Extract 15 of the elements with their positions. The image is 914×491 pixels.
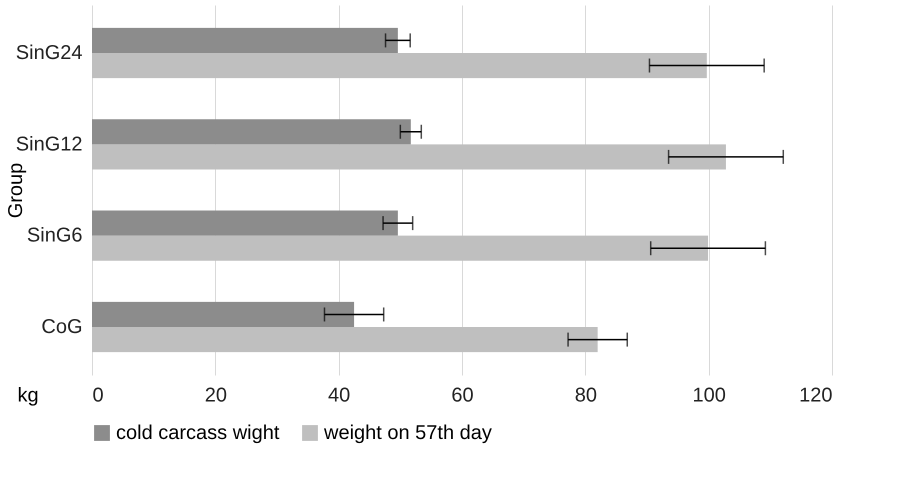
y-tick-label: SinG24 — [16, 42, 82, 64]
y-tick-label: SinG12 — [16, 133, 82, 156]
legend-label: cold carcass wight — [116, 422, 280, 444]
x-tick-label: 40 — [328, 384, 350, 406]
x-tick-label: 20 — [204, 384, 227, 406]
legend-label: weight on 57th day — [323, 422, 492, 444]
x-tick-label: 100 — [692, 384, 726, 406]
x-tick-label: 0 — [92, 384, 104, 406]
x-tick-label: 80 — [574, 384, 597, 406]
y-axis-title: Group — [4, 162, 27, 218]
y-tick-label: SinG6 — [26, 224, 82, 247]
x-tick-label: 60 — [451, 384, 474, 406]
x-tick-label: 120 — [799, 384, 832, 406]
y-tick-label: CoG — [41, 316, 82, 338]
x-axis-title: kg — [18, 384, 39, 406]
